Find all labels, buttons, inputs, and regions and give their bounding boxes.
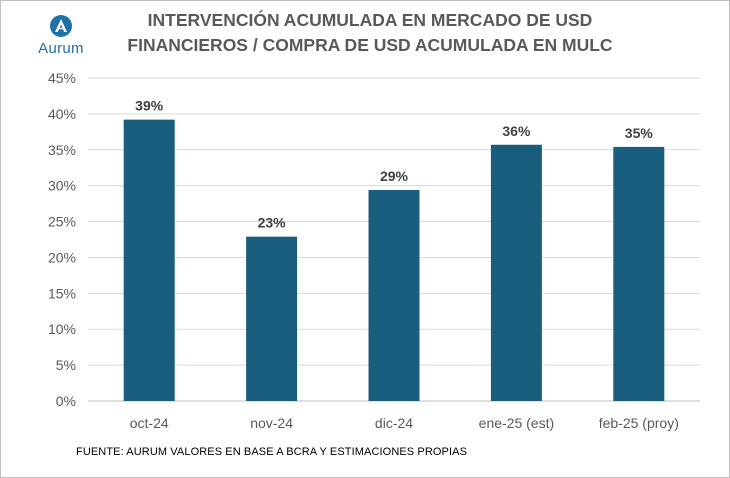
y-tick-label: 30% xyxy=(48,178,76,194)
data-label: 36% xyxy=(502,123,531,139)
y-tick-label: 10% xyxy=(48,321,76,337)
bar xyxy=(490,144,542,401)
bar xyxy=(246,236,298,401)
data-label: 29% xyxy=(380,168,409,184)
y-tick-label: 25% xyxy=(48,214,76,230)
bar xyxy=(123,119,175,402)
x-tick-label: oct-24 xyxy=(130,415,169,431)
y-tick-label: 35% xyxy=(48,142,76,158)
x-tick-label: ene-25 (est) xyxy=(479,415,554,431)
chart-title: INTERVENCIÓN ACUMULADA EN MERCADO DE USD… xyxy=(100,8,640,58)
y-tick-label: 45% xyxy=(48,70,76,86)
chart-title-line-1: INTERVENCIÓN ACUMULADA EN MERCADO DE USD xyxy=(147,10,593,30)
data-label: 23% xyxy=(258,215,287,231)
x-tick-label: nov-24 xyxy=(250,415,293,431)
chart-title-line-2: FINANCIEROS / COMPRA DE USD ACUMULADA EN… xyxy=(127,35,613,55)
y-tick-label: 20% xyxy=(48,249,76,265)
x-tick-label: feb-25 (proy) xyxy=(599,415,679,431)
data-label: 39% xyxy=(135,98,164,114)
y-tick-label: 0% xyxy=(56,393,76,409)
y-tick-label: 15% xyxy=(48,285,76,301)
bar xyxy=(368,189,420,401)
source-note: FUENTE: AURUM VALORES EN BASE A BCRA Y E… xyxy=(76,446,468,458)
data-label: 35% xyxy=(625,125,654,141)
y-tick-label: 5% xyxy=(56,357,76,373)
bar xyxy=(613,146,665,401)
aurum-logo-icon xyxy=(50,15,72,37)
aurum-logo: Aurum xyxy=(30,14,92,62)
logo-text: Aurum xyxy=(38,40,84,57)
x-tick-label: dic-24 xyxy=(375,415,413,431)
y-tick-label: 40% xyxy=(48,106,76,122)
